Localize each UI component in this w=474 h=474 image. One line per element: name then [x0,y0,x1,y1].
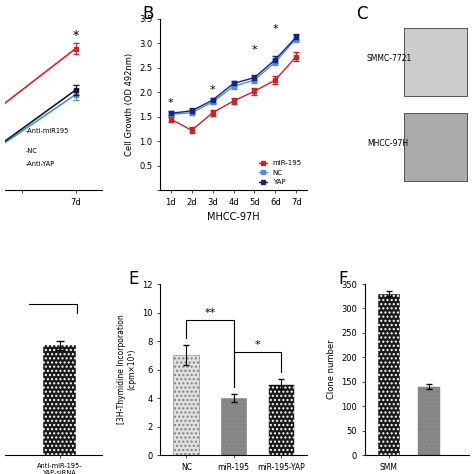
Y-axis label: [3H-Thymidine Incorporation
(cpm×10³): [3H-Thymidine Incorporation (cpm×10³) [117,315,137,424]
Text: *: * [73,29,79,42]
Text: -Anti-miR195: -Anti-miR195 [26,128,69,134]
Legend: miR-195, NC, YAP: miR-195, NC, YAP [257,159,303,186]
Bar [418,387,440,455]
Y-axis label: Cell Growth (OD 492nm): Cell Growth (OD 492nm) [125,53,134,156]
Text: *: * [210,85,215,95]
Text: B: B [143,5,154,23]
Text: F: F [338,270,348,288]
Bar [220,398,246,455]
Text: C: C [356,5,368,23]
Text: MHCC-97H: MHCC-97H [367,139,408,148]
Bar [173,356,199,455]
Bar [378,294,400,455]
Text: SMMC-7721: SMMC-7721 [367,54,412,63]
Text: -Anti-YAP: -Anti-YAP [26,161,55,167]
Y-axis label: Clone number: Clone number [327,340,336,400]
Bar [268,384,294,455]
Text: -NC: -NC [26,147,38,154]
Text: E: E [128,270,138,288]
Bar [404,27,467,96]
Text: *: * [252,45,257,55]
Text: *: * [168,98,173,108]
Text: *: * [273,24,278,34]
Text: *: * [255,340,260,350]
Bar [404,113,467,182]
Text: **: ** [204,308,216,318]
Bar [43,345,76,455]
X-axis label: MHCC-97H: MHCC-97H [207,212,260,222]
